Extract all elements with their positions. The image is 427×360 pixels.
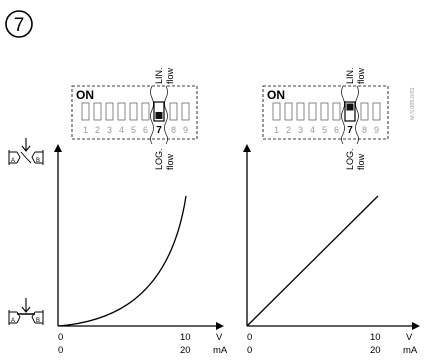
dip-switch-3 xyxy=(296,102,305,121)
label-flow-bottom: flow xyxy=(165,153,175,170)
x-unit-ma-log: mA xyxy=(213,345,228,356)
switch-number-9: 9 xyxy=(374,125,379,135)
cut-line-right xyxy=(164,85,168,145)
valve-body xyxy=(16,151,36,164)
switch-number-2: 2 xyxy=(95,125,100,135)
label-flow-top: flow xyxy=(165,67,175,84)
dip-switch-4 xyxy=(117,102,126,121)
dip-switch-7 xyxy=(344,101,356,122)
dip-switch-1 xyxy=(81,102,90,121)
label-flow-top: flow xyxy=(356,67,366,84)
dip-switch-8 xyxy=(169,102,178,121)
cut-line-left xyxy=(150,85,154,145)
valve-arrow xyxy=(21,145,31,152)
cut-line-left xyxy=(341,85,345,145)
port-b-label: B xyxy=(36,318,40,324)
x-end-ma-lin: 20 xyxy=(370,345,381,356)
x-end-volt-lin: 10 xyxy=(370,332,381,343)
dip-switch-5 xyxy=(320,102,329,121)
x-origin-ma-log: 0 xyxy=(58,345,63,356)
switch-number-7: 7 xyxy=(347,125,353,136)
valve-pipes xyxy=(8,150,44,165)
cut-line-right xyxy=(355,85,359,145)
switch-number-4: 4 xyxy=(310,125,315,135)
valve-arrow xyxy=(21,306,31,313)
switch-number-3: 3 xyxy=(298,125,303,135)
dip-switch-8 xyxy=(360,102,369,121)
switch-number-1: 1 xyxy=(83,125,88,135)
switch-number-4: 4 xyxy=(119,125,124,135)
panel-lin: ON 1 2 3 4 5 6 7 8 9 LIN. flow LO xyxy=(243,67,420,356)
switch-number-1: 1 xyxy=(274,125,279,135)
dip-switch-4 xyxy=(308,102,317,121)
port-b-label: B xyxy=(36,158,40,164)
dip-switch-7-lever xyxy=(346,103,354,111)
dip-switch-2 xyxy=(93,102,102,121)
label-flow-bottom: flow xyxy=(356,153,366,170)
dip-switch-block-log: ON 1 2 3 4 5 6 7 8 9 xyxy=(71,67,198,170)
x-origin-volt-lin: 0 xyxy=(247,332,252,343)
valve-open-icon: A B xyxy=(8,138,44,165)
switch-number-8: 8 xyxy=(362,125,367,135)
dip-switch-housing xyxy=(262,85,389,140)
x-unit-ma-lin: mA xyxy=(403,345,418,356)
label-lin: LIN. xyxy=(345,67,355,84)
valve-closed-icon: A B xyxy=(8,298,44,325)
switch-number-7: 7 xyxy=(156,125,162,136)
switch-number-2: 2 xyxy=(286,125,291,135)
valve-pipes xyxy=(8,310,44,325)
dip-switch-6 xyxy=(141,102,150,121)
step-number: 7 xyxy=(14,15,25,36)
label-log: LOG. xyxy=(345,148,355,170)
on-label: ON xyxy=(267,88,285,102)
x-end-volt-log: 10 xyxy=(180,332,191,343)
dip-switch-6 xyxy=(332,102,341,121)
switch-number-5: 5 xyxy=(131,125,136,135)
dip-switch-7 xyxy=(153,101,165,122)
document-code: M.S.005.0/01 xyxy=(410,87,416,120)
x-end-ma-log: 20 xyxy=(180,345,191,356)
switch-number-8: 8 xyxy=(171,125,176,135)
step-number-badge: 7 xyxy=(5,10,33,38)
step-circle xyxy=(5,10,33,38)
dip-switch-9 xyxy=(181,102,190,121)
switch-number-5: 5 xyxy=(322,125,327,135)
switch-number-3: 3 xyxy=(107,125,112,135)
on-label: ON xyxy=(76,88,94,102)
valve-flow-path xyxy=(20,151,32,164)
dip-switch-7-lever xyxy=(155,112,163,119)
dip-switch-5 xyxy=(129,102,138,121)
dip-switch-housing xyxy=(71,85,198,140)
dip-switch-2 xyxy=(284,102,293,121)
port-a-label: A xyxy=(11,318,15,324)
x-unit-volt-lin: V xyxy=(406,332,413,343)
dip-switch-block-lin: ON 1 2 3 4 5 6 7 8 9 LIN. flow LO xyxy=(262,67,389,170)
label-log: LOG. xyxy=(154,148,164,170)
switch-number-6: 6 xyxy=(334,125,339,135)
label-lin: LIN. xyxy=(154,67,164,84)
x-origin-volt-log: 0 xyxy=(58,332,63,343)
curve-linear xyxy=(246,195,379,327)
dip-switch-3 xyxy=(105,102,114,121)
switch-number-6: 6 xyxy=(143,125,148,135)
curve-logarithmic xyxy=(57,195,187,327)
dip-switch-1 xyxy=(272,102,281,121)
x-unit-volt-log: V xyxy=(216,332,223,343)
switch-number-9: 9 xyxy=(183,125,188,135)
x-origin-ma-lin: 0 xyxy=(247,345,252,356)
port-a-label: A xyxy=(11,158,15,164)
dip-switch-9 xyxy=(372,102,381,121)
panel-log: ON 1 2 3 4 5 6 7 8 9 xyxy=(54,67,228,356)
